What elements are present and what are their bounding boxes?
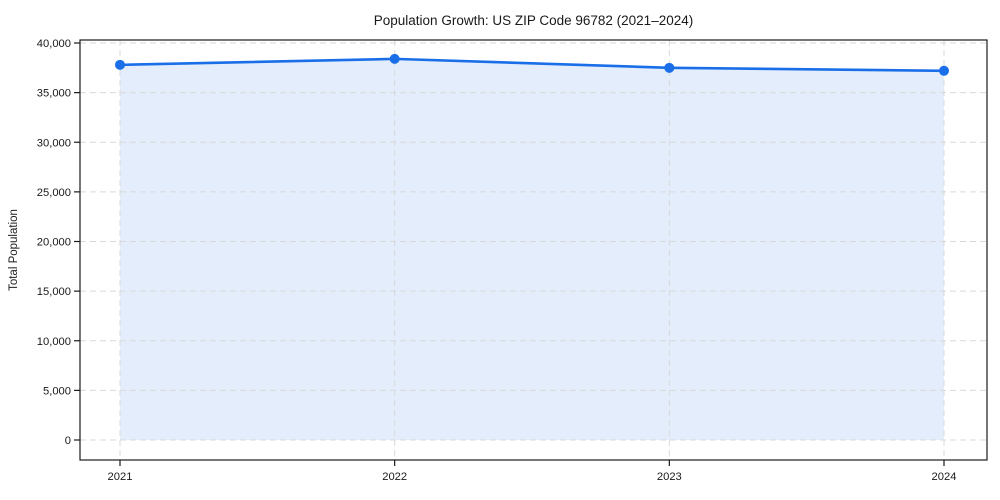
y-axis-ticks: 0 5,000 10,000 15,000 20,000 25,000 30,000 35,0…: [37, 38, 80, 447]
plot-border: [79, 39, 988, 461]
y-axis-label: Total Population: [8, 209, 20, 291]
y-tick-label: 30,000: [37, 137, 71, 149]
data-point-marker: [939, 65, 949, 76]
grid: [80, 40, 987, 460]
data-line: [118, 57, 946, 73]
chart-title: Population Growth: US ZIP Code 96782 (20…: [374, 13, 693, 28]
y-tick-label: 40,000: [37, 38, 71, 50]
y-tick-label: 0: [65, 435, 71, 447]
x-tick-label: 2021: [108, 471, 133, 483]
y-tick-label: 10,000: [37, 336, 71, 348]
y-tick-label: 35,000: [37, 88, 71, 100]
y-tick-label: 5,000: [43, 385, 71, 397]
data-point-marker: [389, 53, 400, 64]
x-tick-label: 2023: [657, 471, 682, 483]
y-tick-label: 20,000: [37, 237, 71, 249]
data-points: [115, 53, 949, 76]
x-axis-ticks: 2021 2022 2023 2024: [108, 460, 957, 483]
y-tick-label: 25,000: [37, 187, 71, 199]
data-point-marker: [664, 62, 675, 73]
area-fill: [120, 58, 944, 440]
x-tick-label: 2024: [932, 471, 957, 483]
x-tick-label: 2022: [382, 471, 407, 483]
y-tick-label: 15,000: [37, 286, 71, 298]
data-point-marker: [115, 59, 125, 70]
